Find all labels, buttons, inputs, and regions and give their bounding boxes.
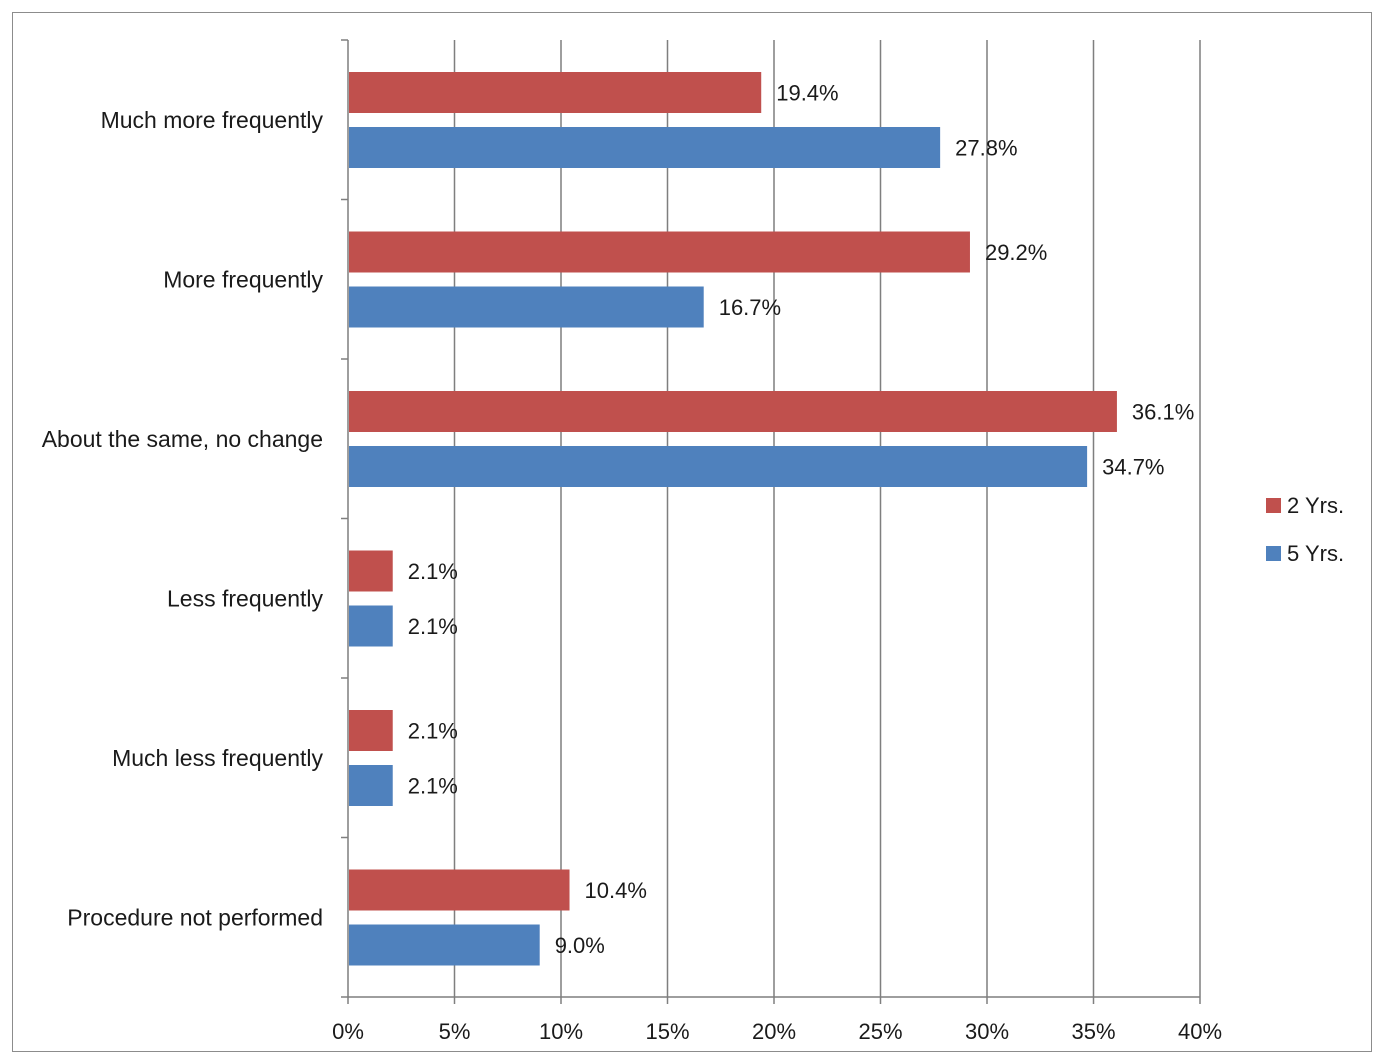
category-label: Less frequently xyxy=(167,585,323,611)
x-tick-label: 20% xyxy=(752,1019,796,1044)
labels: 0% 5% 10% 15% 20% 25% 30% 35% 40% Much more frequ… xyxy=(42,81,1222,1045)
axes xyxy=(341,39,1201,1004)
x-tick-label: 30% xyxy=(965,1019,1009,1044)
legend-label: 5 Yrs. xyxy=(1287,541,1344,566)
data-label: 9.0% xyxy=(555,933,605,958)
data-label: 2.1% xyxy=(408,719,458,744)
data-label: 36.1% xyxy=(1132,400,1194,425)
bar-series-2yrs xyxy=(349,231,970,273)
bar-series-2yrs xyxy=(349,710,393,751)
gridlines xyxy=(453,40,1201,997)
bar-series-2yrs xyxy=(349,869,570,911)
data-label: 16.7% xyxy=(719,295,781,320)
bar-series-5yrs xyxy=(349,446,1088,487)
bar-series-5yrs xyxy=(349,924,540,966)
data-label: 34.7% xyxy=(1102,455,1164,480)
x-tick-label: 15% xyxy=(645,1019,689,1044)
bar-series-2yrs xyxy=(349,72,762,113)
data-label: 10.4% xyxy=(585,878,647,903)
x-tick-label: 40% xyxy=(1178,1019,1222,1044)
bar-series-5yrs xyxy=(349,127,941,168)
x-tick-label: 25% xyxy=(858,1019,902,1044)
legend-swatch xyxy=(1266,498,1281,513)
category-label: Much less frequently xyxy=(112,745,323,771)
data-label: 2.1% xyxy=(408,559,458,584)
bar-series-5yrs xyxy=(349,765,393,806)
x-tick-label: 0% xyxy=(332,1019,364,1044)
x-tick-label: 35% xyxy=(1071,1019,1115,1044)
data-label: 2.1% xyxy=(408,774,458,799)
data-label: 19.4% xyxy=(776,81,838,106)
category-label: Much more frequently xyxy=(101,107,324,133)
bar-series-2yrs xyxy=(349,550,393,592)
bar-series-2yrs xyxy=(349,391,1117,432)
data-label: 27.8% xyxy=(955,136,1017,161)
bar-series-5yrs xyxy=(349,605,393,647)
legend-label: 2 Yrs. xyxy=(1287,493,1344,518)
legend-swatch xyxy=(1266,546,1281,561)
data-label: 29.2% xyxy=(985,240,1047,265)
bar-series-5yrs xyxy=(349,286,704,328)
x-tick-label: 5% xyxy=(439,1019,471,1044)
data-label: 2.1% xyxy=(408,614,458,639)
bars xyxy=(349,72,1117,966)
chart-frame xyxy=(12,12,1372,1052)
category-label: About the same, no change xyxy=(42,426,323,452)
category-label: Procedure not performed xyxy=(67,904,323,930)
x-tick-label: 10% xyxy=(539,1019,583,1044)
category-label: More frequently xyxy=(163,266,323,292)
legend: 2 Yrs. 5 Yrs. xyxy=(1266,493,1344,566)
